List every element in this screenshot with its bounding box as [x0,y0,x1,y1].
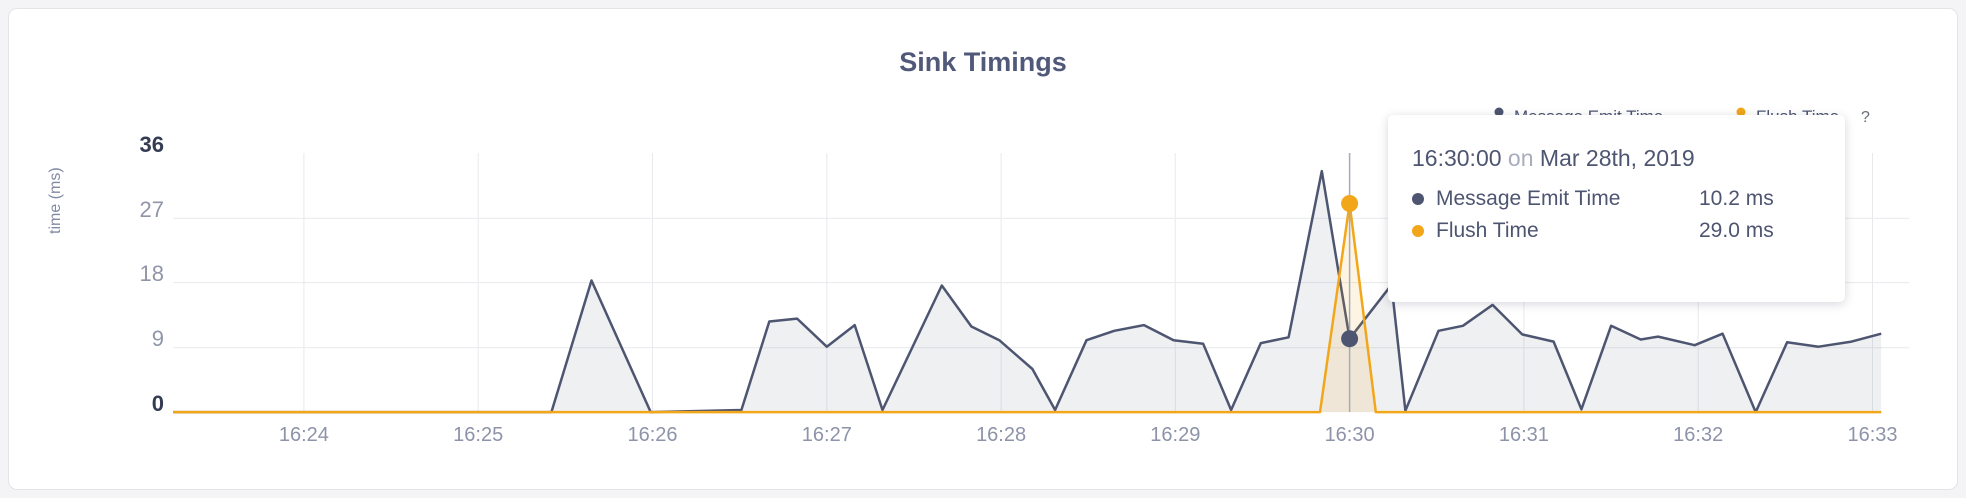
svg-text:16:32: 16:32 [1673,424,1723,446]
svg-text:16:25: 16:25 [453,424,503,446]
svg-text:27: 27 [140,197,164,222]
svg-text:9: 9 [152,326,164,351]
svg-text:36: 36 [140,132,164,157]
svg-text:16:24: 16:24 [279,424,329,446]
svg-text:16:26: 16:26 [627,424,677,446]
svg-text:16:28: 16:28 [976,424,1026,446]
svg-text:16:30: 16:30 [1325,424,1375,446]
svg-text:16:29: 16:29 [1150,424,1200,446]
svg-text:16:31: 16:31 [1499,424,1549,446]
svg-text:16:27: 16:27 [802,424,852,446]
svg-text:18: 18 [140,261,164,286]
svg-text:0: 0 [152,391,164,416]
svg-text:16:33: 16:33 [1847,424,1897,446]
svg-text:?: ? [1861,109,1870,126]
